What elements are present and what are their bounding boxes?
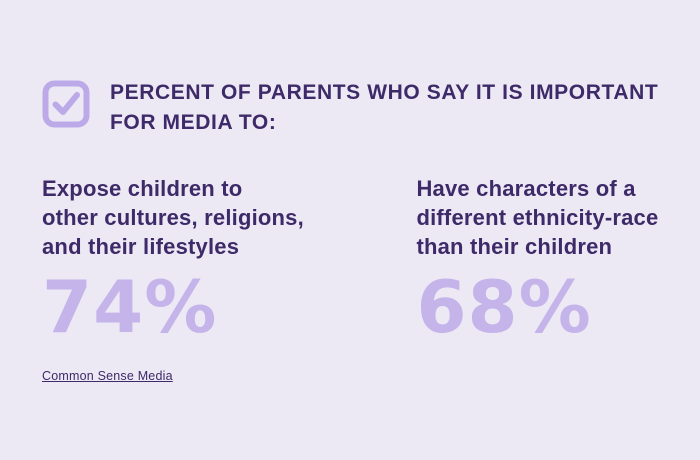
stat-block-cultures: Expose children to other cultures, relig… <box>42 174 416 344</box>
stat-label: Have characters of a different ethnicity… <box>416 175 659 260</box>
header: PERCENT OF PARENTS WHO SAY IT IS IMPORTA… <box>42 78 670 138</box>
stat-value: 74% <box>42 265 218 350</box>
source-link[interactable]: Common Sense Media <box>42 369 173 384</box>
stat-value: 68% <box>416 265 592 350</box>
stat-label: Expose children to other cultures, relig… <box>42 175 304 260</box>
stats-row: Expose children to other cultures, relig… <box>42 174 670 344</box>
stat-block-ethnicity: Have characters of a different ethnicity… <box>416 174 670 344</box>
page-title: PERCENT OF PARENTS WHO SAY IT IS IMPORTA… <box>110 81 659 134</box>
checkbox-check-icon <box>42 80 90 128</box>
